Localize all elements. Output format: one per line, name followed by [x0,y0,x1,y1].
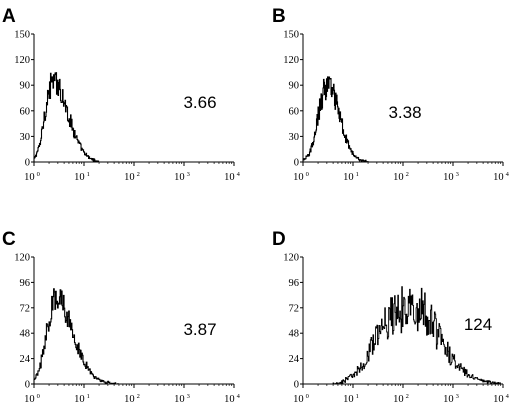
x-tick-label: 10 0 [293,171,309,183]
x-tick-label: 10 1 [74,171,90,183]
y-tick-label: 0 [294,158,299,169]
x-tick-label: 10 1 [343,393,359,405]
y-tick-label: 96 [289,278,300,289]
y-tick-label: 48 [20,329,31,340]
mean-fluorescence-value: 124 [464,315,492,334]
y-tick-label: 30 [20,132,31,143]
histogram-trace [33,72,100,163]
x-tick-label: 10 2 [393,393,409,405]
panel-b: B 0 30 60 90 120 150 10 0 10 1 10 2 10 3 10 4 3.38 [272,6,510,183]
x-tick-label: 10 3 [443,393,459,405]
y-tick-label: 150 [14,30,30,41]
x-tick-label: 10 2 [124,171,140,183]
x-tick-label: 10 3 [174,393,190,405]
x-tick-label: 10 0 [24,171,40,183]
x-tick-label: 10 4 [224,393,241,405]
y-tick-label: 72 [20,303,31,314]
panel-d: D 0 24 48 72 96 120 10 0 10 1 10 2 10 3 10 4 124 [272,229,510,405]
y-tick-label: 0 [25,158,30,169]
panel-letter: C [2,229,16,250]
y-tick-label: 150 [283,30,299,41]
y-tick-label: 0 [25,380,30,391]
x-tick-label: 10 3 [443,171,459,183]
mean-fluorescence-value: 3.66 [183,93,216,112]
y-tick-label: 120 [14,55,30,66]
panel-letter: D [272,229,286,250]
x-tick-label: 10 4 [224,171,241,183]
y-tick-label: 90 [20,81,31,92]
y-tick-label: 120 [283,55,299,66]
y-tick-label: 72 [289,303,300,314]
panel-a: A 0 30 60 90 120 150 10 0 10 1 10 2 10 3 10 4 3.66 [2,6,241,183]
y-tick-label: 120 [14,253,30,264]
y-tick-label: 60 [20,106,31,117]
x-tick-label: 10 1 [343,171,359,183]
x-tick-label: 10 3 [174,171,190,183]
x-tick-label: 10 4 [493,393,510,405]
panel-letter: A [2,6,16,27]
y-tick-label: 30 [289,132,300,143]
mean-fluorescence-value: 3.87 [183,320,216,339]
y-tick-label: 0 [294,380,299,391]
y-tick-label: 24 [289,354,300,365]
y-tick-label: 120 [283,253,299,264]
y-tick-label: 96 [20,278,31,289]
x-tick-label: 10 4 [493,171,510,183]
x-tick-label: 10 1 [74,393,90,405]
x-tick-label: 10 2 [393,171,409,183]
panel-c: C 0 24 48 72 96 120 10 0 10 1 10 2 10 3 10 4 3.87 [2,229,241,405]
y-tick-label: 24 [20,354,31,365]
x-tick-label: 10 0 [24,393,40,405]
panel-letter: B [272,6,286,27]
y-tick-label: 48 [289,329,300,340]
histogram-trace [332,286,503,385]
y-tick-label: 90 [289,81,300,92]
y-tick-label: 60 [289,106,300,117]
x-tick-label: 10 0 [293,393,309,405]
histogram-trace [33,288,119,385]
x-tick-label: 10 2 [124,393,140,405]
mean-fluorescence-value: 3.38 [388,103,421,122]
histogram-trace [302,76,369,163]
